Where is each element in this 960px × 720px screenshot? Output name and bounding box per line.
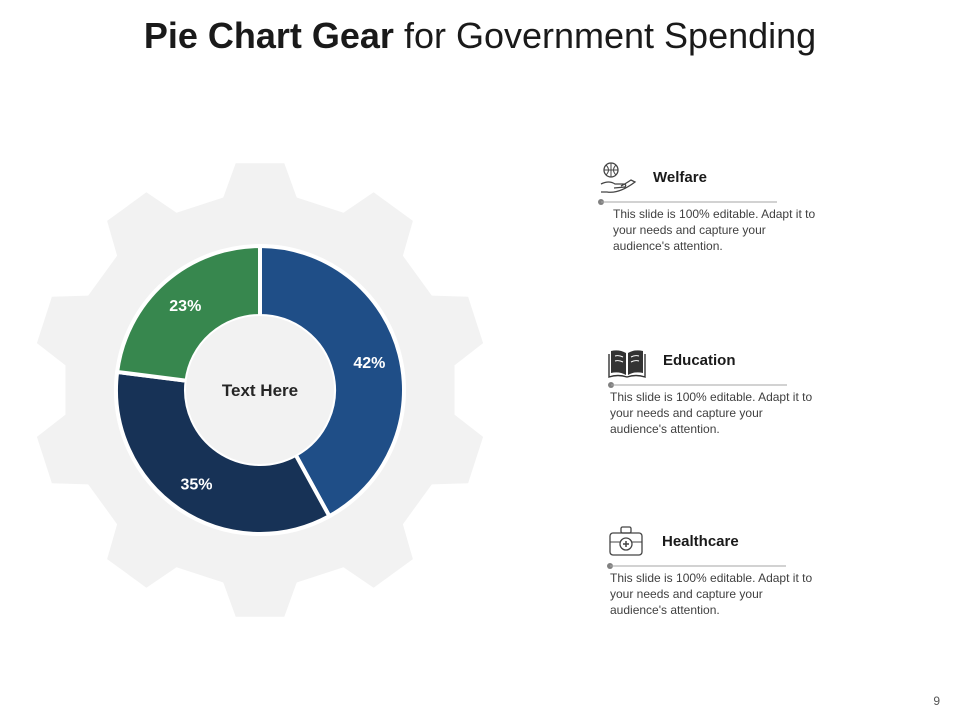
medical-kit-icon <box>609 526 643 556</box>
legend-label: Healthcare <box>662 533 739 550</box>
legend-description: This slide is 100% editable. Adapt it to… <box>613 207 816 253</box>
donut-center <box>186 316 334 464</box>
charity-hand-icon <box>600 162 637 193</box>
center-label: Text Here <box>222 381 298 400</box>
page-title: Pie Chart Gear for Government Spending <box>0 14 960 58</box>
divider-line <box>598 199 777 205</box>
divider-line <box>608 382 787 388</box>
legend-description: This slide is 100% editable. Adapt it to… <box>610 571 813 617</box>
divider-line <box>607 563 786 569</box>
slice-label-2: 23% <box>169 298 201 315</box>
book-icon <box>608 350 646 378</box>
legend-label: Education <box>663 352 736 369</box>
title-bold: Pie Chart Gear <box>143 15 394 56</box>
legend-description: This slide is 100% editable. Adapt it to… <box>610 390 813 436</box>
slice-label-1: 35% <box>180 477 212 494</box>
title-rest: for Government Spending <box>403 15 817 56</box>
gear-donut-chart: Text Here 42% 35% 23% <box>36 163 484 617</box>
page-number: 9 <box>933 694 940 708</box>
legend-label: Welfare <box>653 169 707 186</box>
slice-label-0: 42% <box>353 355 385 372</box>
